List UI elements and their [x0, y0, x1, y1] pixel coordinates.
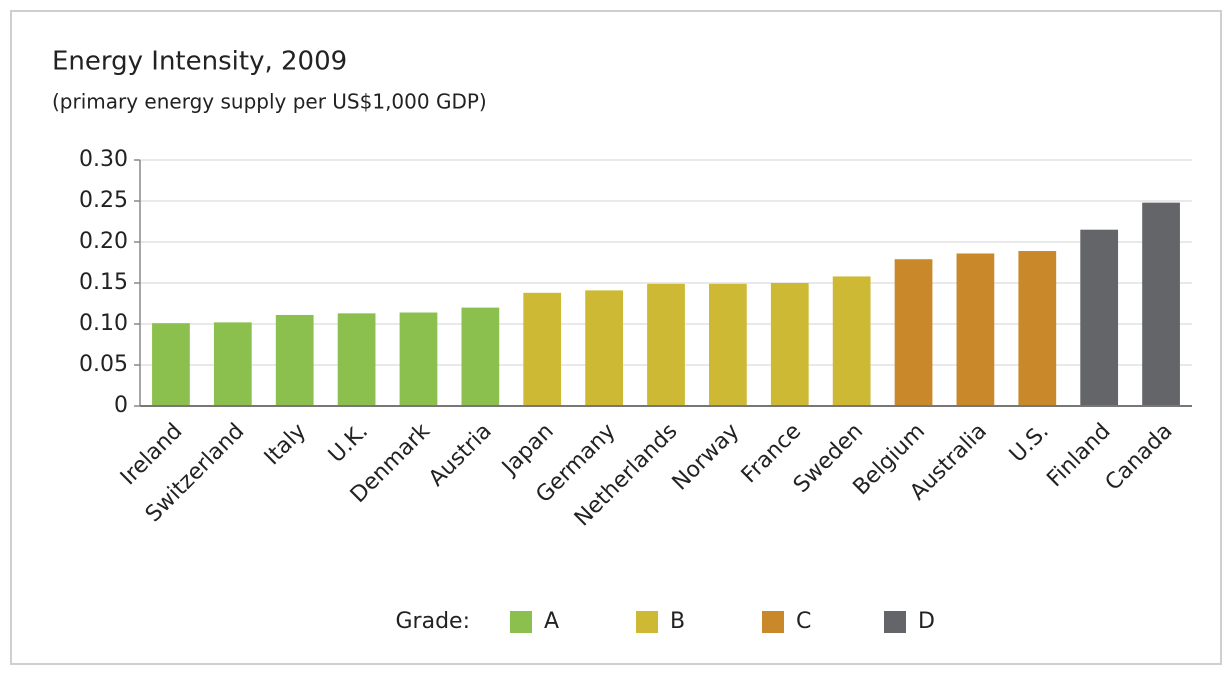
legend-swatch — [636, 611, 658, 633]
bar — [337, 313, 376, 406]
bar — [832, 276, 871, 406]
legend-label: C — [796, 609, 811, 634]
y-tick-label: 0.20 — [79, 229, 128, 254]
bar — [709, 283, 747, 406]
bar — [1080, 229, 1119, 406]
legend-title: Grade: — [396, 609, 471, 634]
legend-label: B — [670, 609, 685, 634]
bar — [647, 283, 685, 406]
bar — [275, 314, 314, 406]
bar — [152, 323, 190, 406]
legend-swatch — [510, 611, 532, 633]
bar — [523, 292, 562, 406]
chart-title: Energy Intensity, 2009 — [52, 47, 347, 77]
y-tick-label: 0.15 — [79, 270, 128, 295]
legend-label: D — [918, 609, 935, 634]
legend-label: A — [544, 609, 559, 634]
bar — [585, 290, 623, 406]
legend-swatch — [884, 611, 906, 633]
bar — [1018, 251, 1057, 406]
y-tick-label: 0 — [114, 393, 128, 418]
bar — [894, 259, 933, 406]
bar — [1142, 202, 1180, 406]
bar — [770, 283, 809, 406]
bar — [399, 312, 438, 406]
bar — [213, 322, 252, 406]
y-tick-label: 0.05 — [79, 352, 128, 377]
y-tick-label: 0.10 — [79, 311, 128, 336]
legend-swatch — [762, 611, 784, 633]
y-tick-label: 0.30 — [79, 147, 128, 172]
bar — [956, 253, 995, 406]
y-tick-label: 0.25 — [79, 188, 128, 213]
bar — [461, 307, 500, 406]
chart-subtitle: (primary energy supply per US$1,000 GDP) — [52, 90, 487, 114]
